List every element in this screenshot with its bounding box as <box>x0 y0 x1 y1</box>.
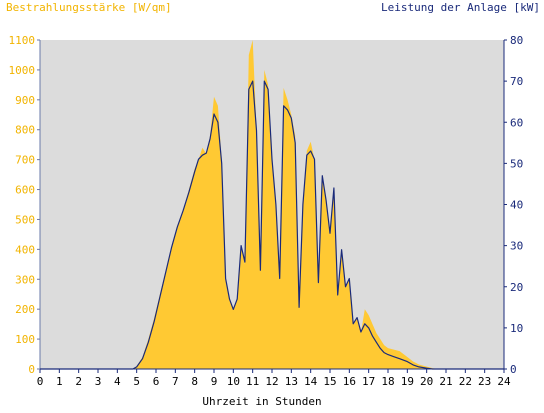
x-tick-label: 3 <box>95 375 102 388</box>
left-y-tick-label: 600 <box>15 184 35 197</box>
x-tick-label: 18 <box>381 375 394 388</box>
x-tick-label: 0 <box>37 375 44 388</box>
x-tick-label: 10 <box>227 375 240 388</box>
right-y-tick-label: 0 <box>510 363 517 376</box>
x-tick-label: 8 <box>191 375 198 388</box>
left-y-tick-label: 1100 <box>9 34 36 47</box>
left-y-tick-label: 400 <box>15 243 35 256</box>
x-tick-label: 11 <box>246 375 259 388</box>
left-y-tick-label: 1000 <box>9 64 36 77</box>
left-y-tick-label: 700 <box>15 154 35 167</box>
right-y-tick-label: 60 <box>510 116 523 129</box>
labels-layer: 0 1 2 3 4 5 6 7 8 9 10 11 12 13 14 15 16 17 18 19 20 21 22 23 24… <box>9 34 524 388</box>
right-y-tick-label: 10 <box>510 322 523 335</box>
x-tick-label: 4 <box>114 375 121 388</box>
x-tick-label: 16 <box>343 375 356 388</box>
left-y-tick-label: 800 <box>15 124 35 137</box>
right-axis-title: Leistung der Anlage [kW] <box>381 1 540 14</box>
x-tick-label: 21 <box>439 375 452 388</box>
x-tick-label: 23 <box>478 375 491 388</box>
left-y-tick-label: 200 <box>15 303 35 316</box>
x-tick-label: 6 <box>153 375 160 388</box>
x-tick-label: 19 <box>401 375 414 388</box>
left-y-tick-label: 0 <box>28 363 35 376</box>
x-tick-label: 22 <box>459 375 472 388</box>
data-layer <box>40 40 504 370</box>
left-axis-title: Bestrahlungsstärke [W/qm] <box>6 1 172 14</box>
power-line <box>40 80 504 370</box>
x-tick-label: 15 <box>323 375 336 388</box>
x-tick-label: 1 <box>56 375 63 388</box>
x-tick-label: 14 <box>304 375 318 388</box>
x-tick-label: 7 <box>172 375 179 388</box>
right-y-tick-label: 40 <box>510 199 523 212</box>
x-tick-label: 2 <box>75 375 82 388</box>
x-tick-label: 5 <box>133 375 140 388</box>
irradiance-area <box>40 40 504 369</box>
right-y-tick-label: 50 <box>510 157 523 170</box>
x-tick-label: 12 <box>265 375 278 388</box>
x-tick-label: 17 <box>362 375 375 388</box>
right-y-tick-label: 30 <box>510 240 523 253</box>
left-y-tick-label: 900 <box>15 94 35 107</box>
axes-layer <box>37 39 507 373</box>
x-axis-title: Uhrzeit in Stunden <box>202 395 321 408</box>
x-tick-label: 24 <box>497 375 511 388</box>
left-y-tick-label: 100 <box>15 333 35 346</box>
x-tick-label: 9 <box>211 375 218 388</box>
left-y-tick-label: 500 <box>15 213 35 226</box>
x-tick-label: 20 <box>420 375 433 388</box>
x-tick-label: 13 <box>285 375 298 388</box>
right-y-tick-label: 70 <box>510 75 523 88</box>
right-y-tick-label: 20 <box>510 281 523 294</box>
right-y-tick-label: 80 <box>510 34 523 47</box>
left-y-tick-label: 300 <box>15 273 35 286</box>
